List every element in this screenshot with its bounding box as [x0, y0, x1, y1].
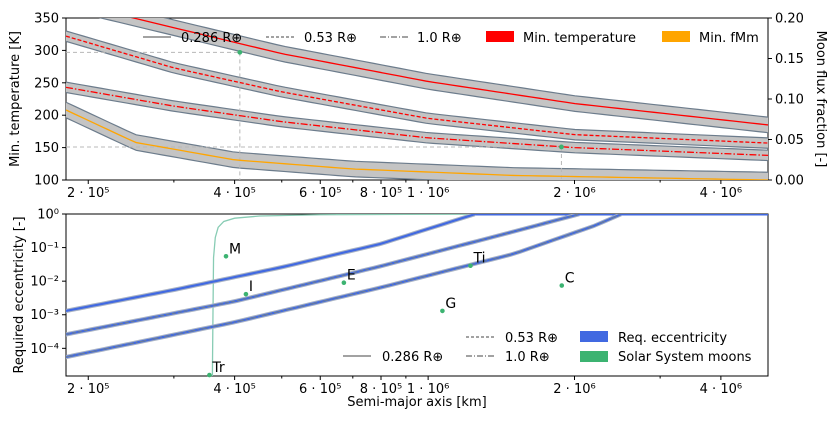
band-upper-edge-1 — [66, 30, 768, 139]
top-y-axis-label: Min. temperature [K] — [8, 31, 23, 167]
legend-swatch-min-fmm — [662, 31, 690, 42]
top-xtick-label-1: 4 · 10⁵ — [213, 186, 255, 201]
marked-point-1 — [559, 144, 564, 150]
series-line-3 — [66, 109, 768, 180]
band-2 — [66, 82, 768, 161]
moon-point-2 — [243, 291, 249, 297]
legend-label-solar-system-moons: Solar System moons — [618, 350, 752, 365]
top-ytick-label-3: 250 — [34, 76, 59, 91]
moon-label-0: Tr — [211, 360, 224, 376]
moon-label-3: E — [347, 268, 356, 284]
moon-point-5 — [468, 263, 473, 269]
legend-label-053: 0.53 R⊕ — [304, 31, 357, 46]
band-upper-edge-0 — [163, 18, 768, 118]
band-0 — [101, 18, 768, 133]
band-lower-edge-0 — [98, 18, 768, 134]
top-xtick-label-0: 2 · 10⁵ — [67, 186, 109, 201]
bottom-moons: Tr M I E G Ti C — [207, 241, 575, 378]
moon-label-2: I — [249, 279, 253, 295]
band-lower-edge-2 — [66, 91, 768, 162]
moon-label-6: C — [565, 271, 575, 287]
legend-swatch-req-eccentricity — [580, 331, 608, 342]
band-upper-edge-2 — [66, 81, 768, 151]
legend-label-0286-b: 0.286 R⊕ — [382, 350, 443, 365]
band-1 — [66, 30, 768, 149]
top-y2tick-label-4: 0.20 — [775, 12, 804, 27]
moon-label-5: Ti — [472, 251, 485, 267]
bottom-legend: 0.53 R⊕ Req. eccentricity 0.286 R⊕ 1.0 R… — [343, 331, 752, 365]
series-line-1 — [66, 35, 768, 144]
limit-curve — [211, 214, 768, 376]
band-lower-edge-1 — [66, 40, 768, 149]
top-y-ticks: 100 150 200 250 300 350 — [34, 12, 66, 189]
series-line-0 — [130, 18, 768, 126]
legend-label-1-b: 1.0 R⊕ — [505, 350, 550, 365]
legend-swatch-min-temperature — [486, 31, 514, 42]
top-y2tick-label-2: 0.10 — [775, 93, 804, 108]
top-y2tick-label-3: 0.15 — [775, 52, 804, 67]
bottom-xtick-label-6: 4 · 10⁶ — [700, 382, 742, 397]
top-xtick-label-2: 6 · 10⁵ — [299, 186, 341, 201]
marked-point-0 — [237, 49, 243, 55]
top-y2-ticks: 0.00 0.05 0.10 0.15 0.20 — [768, 12, 804, 189]
bottom-curves — [66, 214, 768, 376]
bottom-y-ticks: 10⁰ 10⁻¹ 10⁻² 10⁻³ 10⁻⁴ — [30, 208, 66, 357]
top-xtick-label-6: 4 · 10⁶ — [700, 186, 742, 201]
top-xtick-label-3: 8 · 10⁵ — [360, 186, 402, 201]
series-line-2 — [66, 86, 768, 157]
bottom-panel: Tr M I E G Ti C 10⁰ 10⁻¹ 10⁻² 10⁻³ 10⁻⁴ 2 · 10⁵ 4 ·… — [12, 208, 769, 410]
top-xtick-label-5: 2 · 10⁶ — [553, 186, 595, 201]
bottom-ytick-label-0: 10⁰ — [37, 208, 59, 223]
legend-label-1: 1.0 R⊕ — [417, 31, 462, 46]
bottom-xtick-label-0: 2 · 10⁵ — [67, 382, 109, 397]
bottom-ytick-label-3: 10⁻³ — [30, 308, 59, 323]
bottom-y-axis-label: Required eccentricity [-] — [12, 216, 27, 373]
legend-label-min-fmm: Min. fMm — [699, 31, 759, 46]
top-ytick-label-5: 350 — [34, 12, 59, 27]
bottom-ytick-label-1: 10⁻¹ — [30, 241, 59, 256]
top-legend: 0.286 R⊕ 0.53 R⊕ 1.0 R⊕ Min. temperature… — [143, 31, 759, 46]
top-ytick-label-4: 300 — [34, 44, 59, 59]
moon-point-1 — [223, 254, 229, 259]
band-lower-edge-3 — [66, 117, 449, 180]
moon-point-6 — [559, 283, 565, 288]
top-y2tick-label-0: 0.00 — [775, 174, 804, 189]
legend-label-min-temperature: Min. temperature — [523, 31, 636, 46]
top-x-ticks: 2 · 10⁵ 4 · 10⁵ 6 · 10⁵ 8 · 10⁵ 1 · 10⁶ 2 · 1… — [67, 180, 742, 201]
moon-point-3 — [341, 280, 347, 286]
bottom-x-ticks: 2 · 10⁵ 4 · 10⁵ 6 · 10⁵ 8 · 10⁵ 1 · 10⁶ 2 · 1… — [67, 376, 742, 397]
curve-style-2 — [66, 214, 622, 358]
top-y2tick-label-1: 0.05 — [775, 133, 804, 148]
curve-style-1 — [66, 214, 580, 335]
bottom-xtick-label-1: 4 · 10⁵ — [213, 382, 255, 397]
bottom-xtick-label-4: 1 · 10⁶ — [407, 382, 449, 397]
band-upper-edge-3 — [66, 101, 768, 173]
legend-label-0286: 0.286 R⊕ — [181, 31, 242, 46]
top-y2-axis-label: Moon flux fraction [-] — [813, 31, 828, 168]
curve-line-0 — [66, 214, 476, 313]
moon-label-4: G — [445, 296, 456, 312]
legend-label-req-eccentricity: Req. eccentricity — [618, 331, 727, 346]
bottom-plot-frame — [65, 213, 769, 377]
top-ytick-label-1: 150 — [34, 141, 59, 156]
moon-point-4 — [440, 308, 445, 314]
bottom-xtick-label-2: 6 · 10⁵ — [299, 382, 341, 397]
moon-point-0 — [207, 372, 212, 378]
top-ytick-label-2: 200 — [34, 109, 59, 124]
top-lines — [66, 18, 768, 180]
top-points — [237, 49, 564, 150]
bottom-x-axis-label: Semi-major axis [km] — [347, 395, 486, 410]
bottom-ytick-label-2: 10⁻² — [30, 275, 59, 290]
bottom-ytick-label-4: 10⁻⁴ — [30, 342, 59, 357]
bottom-xtick-label-3: 8 · 10⁵ — [360, 382, 402, 397]
bottom-xtick-label-5: 2 · 10⁶ — [553, 382, 595, 397]
legend-label-053-b: 0.53 R⊕ — [505, 331, 558, 346]
top-xtick-label-4: 1 · 10⁶ — [407, 186, 449, 201]
moon-label-1: M — [229, 241, 241, 257]
top-ytick-label-0: 100 — [34, 174, 59, 189]
legend-swatch-solar-system-moons — [580, 351, 608, 362]
